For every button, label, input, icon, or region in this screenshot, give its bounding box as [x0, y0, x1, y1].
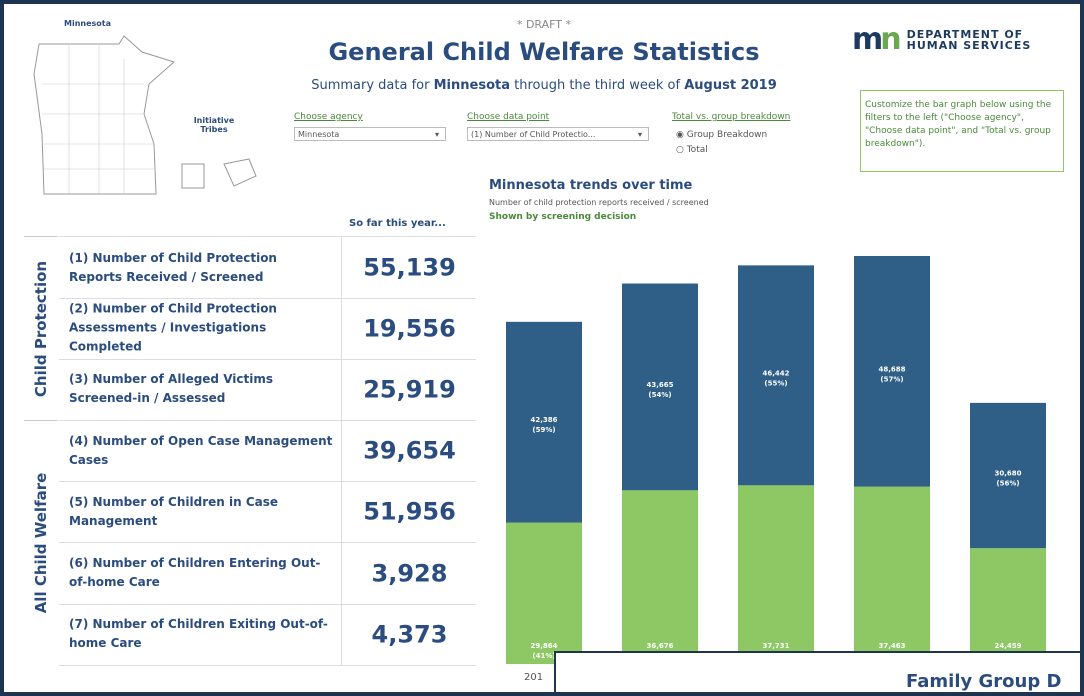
- bar-segment: [622, 490, 698, 664]
- table-row: (3) Number of Alleged Victims Screened-i…: [59, 358, 477, 421]
- bar-segment: [970, 548, 1046, 664]
- title: General Child Welfare Statistics: [328, 38, 760, 66]
- text: Child Protection: [32, 260, 50, 398]
- text: DEPARTMENT OF: [906, 27, 1024, 41]
- bar-percent: (57%): [880, 375, 903, 383]
- bar-percent: (41%): [532, 652, 555, 660]
- filter-label: Total vs. group breakdown: [672, 112, 791, 122]
- table-row: (7) Number of Children Exiting Out-of-ho…: [59, 603, 477, 667]
- chart-title: Minnesota trends over time: [489, 178, 693, 193]
- row-value: 39,654: [341, 419, 477, 482]
- panel-title: Family Group D: [906, 671, 1062, 692]
- text: HUMAN SERVICES: [906, 38, 1032, 52]
- bar-label: 29,864: [530, 642, 557, 650]
- text: Minnesota: [433, 78, 510, 93]
- text: Minnesota: [298, 130, 340, 139]
- bar-segment: [738, 265, 814, 486]
- row-label: (5) Number of Children in Case Managemen…: [69, 494, 279, 528]
- bar-percent: (56%): [996, 480, 1019, 488]
- row-label: (6) Number of Children Entering Out-of-h…: [69, 556, 321, 590]
- row-label: (3) Number of Alleged Victims Screened-i…: [69, 372, 273, 406]
- map-tribe: [223, 158, 257, 187]
- radio[interactable]: ○ Total: [676, 145, 708, 155]
- map-label: Minnesota: [64, 19, 111, 28]
- radio-group: ◉ Group Breakdown ○ Total: [676, 128, 767, 158]
- bar-label: 37,463: [878, 642, 905, 650]
- bar-label: 48,688: [878, 365, 905, 373]
- bar-percent: (59%): [532, 426, 555, 434]
- row-value: 3,928: [341, 542, 477, 604]
- row-value: 55,139: [341, 236, 477, 299]
- text: All Child Welfare: [32, 473, 50, 614]
- logo-mark: mn: [852, 22, 902, 57]
- bar-label: 42,386: [530, 416, 557, 424]
- text: August 2019: [684, 78, 777, 93]
- dropdown[interactable]: Minnesota ▾: [294, 127, 446, 141]
- bar-segment: [738, 485, 814, 664]
- row-value: 51,956: [341, 481, 477, 543]
- map: Minnesota: [33, 19, 257, 195]
- bar-segment: [854, 486, 930, 664]
- bar-label: 46,442: [762, 369, 789, 377]
- text: (1) Number of Child Protectio...: [471, 130, 596, 139]
- bar-segment: [506, 522, 582, 664]
- subtitle: Summary data for Minnesota through the t…: [264, 78, 824, 93]
- bar-percent: (54%): [648, 391, 671, 399]
- chart-subtitle: Shown by screening decision: [489, 212, 637, 222]
- table-row: (2) Number of Child Protection Assessmen…: [59, 297, 477, 360]
- filter-label: Choose data point: [467, 112, 550, 122]
- note: Customize the bar graph below using the …: [860, 90, 1064, 172]
- filter-label: Choose agency: [294, 112, 363, 122]
- table-row: (1) Number of Child Protection Reports R…: [59, 236, 477, 300]
- tribes-label: Initiative Tribes: [193, 116, 235, 134]
- bar-segment: [506, 321, 582, 523]
- bar-label: 37,731: [762, 642, 789, 650]
- draft: * DRAFT *: [516, 18, 572, 31]
- row-value: 4,373: [341, 603, 477, 666]
- table-row: (5) Number of Children in Case Managemen…: [59, 481, 477, 544]
- row-label: (7) Number of Children Exiting Out-of-ho…: [69, 617, 328, 651]
- row-value: 25,919: [341, 358, 477, 420]
- text: Summary data for: [311, 78, 430, 93]
- table-header: So far this year...: [349, 218, 446, 229]
- bar-label: 30,680: [994, 470, 1021, 478]
- text: Group Breakdown: [686, 130, 768, 140]
- row-label: (1) Number of Child Protection Reports R…: [69, 250, 277, 284]
- chart: 29,864(41%)42,386(59%)36,676(46%)43,665(…: [506, 256, 1046, 664]
- text: through the third week of: [514, 78, 681, 93]
- dropdown[interactable]: (1) Number of Child Protectio... ▾: [467, 127, 649, 141]
- overlay-panel: Family Group D: [554, 651, 1080, 692]
- bar-segment: [854, 256, 930, 487]
- bar-label: 36,676: [646, 642, 673, 650]
- row-label: (4) Number of Open Case Management Cases: [69, 433, 333, 467]
- logo-text: DEPARTMENT OF HUMAN SERVICES: [907, 29, 1032, 51]
- table-row: (4) Number of Open Case Management Cases…: [59, 419, 477, 483]
- bar-segment: [970, 402, 1046, 549]
- map-tribe: [181, 163, 205, 189]
- table-row: (6) Number of Children Entering Out-of-h…: [59, 542, 477, 605]
- text: Total: [686, 145, 708, 155]
- map-counties: [42, 44, 156, 194]
- row-label: (2) Number of Child Protection Assessmen…: [69, 301, 277, 354]
- bar-segment: [622, 283, 698, 491]
- group-label: Child Protection: [24, 236, 58, 421]
- axis-label: 201: [524, 672, 544, 683]
- bar-percent: (55%): [764, 379, 787, 387]
- logo: mn DEPARTMENT OF HUMAN SERVICES: [852, 22, 1031, 57]
- chart-subtitle: Number of child protection reports recei…: [489, 198, 709, 207]
- bar-label: 43,665: [646, 381, 673, 389]
- group-label: All Child Welfare: [24, 419, 58, 666]
- row-value: 19,556: [341, 297, 477, 359]
- radio[interactable]: ◉ Group Breakdown: [676, 130, 768, 140]
- map-outline: [33, 35, 175, 195]
- bar-label: 24,459: [994, 642, 1021, 650]
